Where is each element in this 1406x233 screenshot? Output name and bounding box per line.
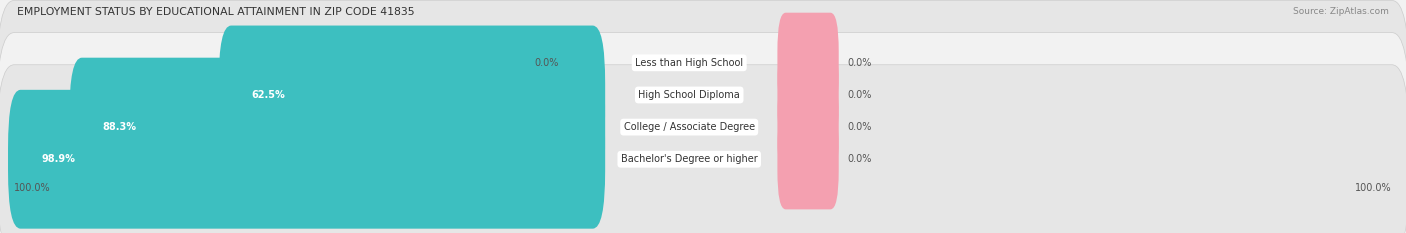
Text: Source: ZipAtlas.com: Source: ZipAtlas.com	[1294, 7, 1389, 16]
Text: 0.0%: 0.0%	[534, 58, 558, 68]
Text: 0.0%: 0.0%	[848, 90, 872, 100]
Text: EMPLOYMENT STATUS BY EDUCATIONAL ATTAINMENT IN ZIP CODE 41835: EMPLOYMENT STATUS BY EDUCATIONAL ATTAINM…	[17, 7, 415, 17]
Text: 100.0%: 100.0%	[14, 182, 51, 192]
Legend: In Labor Force, Unemployed: In Labor Force, Unemployed	[613, 232, 793, 233]
Text: 100.0%: 100.0%	[1355, 182, 1392, 192]
FancyBboxPatch shape	[0, 0, 1406, 157]
FancyBboxPatch shape	[0, 33, 1406, 222]
FancyBboxPatch shape	[8, 90, 605, 229]
Text: 62.5%: 62.5%	[252, 90, 285, 100]
Text: 98.9%: 98.9%	[41, 154, 75, 164]
Text: 88.3%: 88.3%	[103, 122, 136, 132]
FancyBboxPatch shape	[0, 0, 1406, 189]
Text: 0.0%: 0.0%	[848, 154, 872, 164]
Text: 0.0%: 0.0%	[848, 58, 872, 68]
Text: 0.0%: 0.0%	[848, 122, 872, 132]
FancyBboxPatch shape	[219, 26, 605, 164]
FancyBboxPatch shape	[778, 45, 839, 145]
FancyBboxPatch shape	[778, 13, 839, 113]
FancyBboxPatch shape	[568, 35, 596, 90]
Text: High School Diploma: High School Diploma	[638, 90, 740, 100]
FancyBboxPatch shape	[69, 58, 605, 196]
Text: Bachelor's Degree or higher: Bachelor's Degree or higher	[621, 154, 758, 164]
FancyBboxPatch shape	[778, 109, 839, 209]
Text: College / Associate Degree: College / Associate Degree	[624, 122, 755, 132]
FancyBboxPatch shape	[0, 65, 1406, 233]
Text: Less than High School: Less than High School	[636, 58, 744, 68]
FancyBboxPatch shape	[778, 77, 839, 177]
